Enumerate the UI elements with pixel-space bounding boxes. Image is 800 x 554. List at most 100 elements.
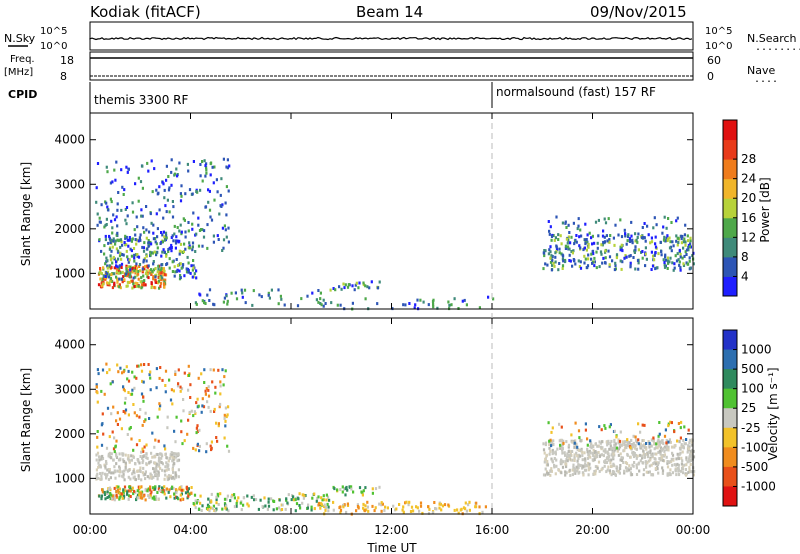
echo-cell bbox=[278, 506, 281, 510]
echo-cell bbox=[618, 439, 622, 443]
echo-cell bbox=[212, 240, 215, 244]
echo-cell bbox=[336, 303, 339, 307]
echo-cell bbox=[600, 243, 603, 247]
echo-cell bbox=[149, 494, 152, 498]
echo-cell bbox=[592, 445, 595, 449]
echo-cell bbox=[133, 386, 136, 390]
echo-cell bbox=[336, 488, 339, 492]
echo-cell bbox=[577, 453, 580, 457]
echo-cell bbox=[151, 431, 154, 435]
echo-cell bbox=[195, 501, 198, 505]
echo-cell bbox=[115, 270, 119, 274]
colorbar-tick-label: 16 bbox=[741, 211, 756, 225]
echo-cell bbox=[211, 380, 214, 384]
echo-cell bbox=[680, 420, 683, 424]
echo-cell bbox=[125, 243, 128, 247]
echo-cell bbox=[552, 234, 555, 237]
echo-cell bbox=[604, 426, 607, 430]
echo-cell bbox=[109, 476, 112, 480]
echo-cell bbox=[223, 497, 227, 501]
echo-cell bbox=[140, 208, 143, 212]
echo-cell bbox=[572, 439, 575, 443]
echo-cell bbox=[192, 414, 195, 418]
echo-cell bbox=[222, 383, 225, 387]
echo-cell bbox=[678, 446, 682, 450]
echo-cell bbox=[141, 471, 144, 475]
echo-cell bbox=[209, 368, 212, 372]
echo-cell bbox=[218, 212, 221, 216]
cpid-label: CPID bbox=[8, 88, 37, 101]
colorbar-swatch bbox=[723, 427, 737, 448]
echo-cell bbox=[565, 440, 568, 444]
echo-cell bbox=[127, 497, 130, 501]
echo-cell bbox=[658, 457, 661, 461]
echo-cell bbox=[631, 241, 634, 245]
echo-cell bbox=[574, 439, 577, 443]
echo-cell bbox=[225, 185, 228, 189]
echo-cell bbox=[646, 455, 650, 459]
echo-cell bbox=[127, 454, 130, 458]
echo-cell bbox=[294, 509, 297, 513]
echo-cell bbox=[140, 485, 143, 489]
echo-cell bbox=[100, 443, 104, 447]
echo-cell bbox=[211, 506, 214, 510]
echo-cell bbox=[137, 239, 140, 243]
echo-cell bbox=[173, 429, 176, 433]
echo-cell bbox=[224, 424, 227, 428]
echo-cell bbox=[223, 375, 226, 379]
echo-cell bbox=[598, 469, 601, 473]
echo-cell bbox=[106, 264, 109, 268]
colorbar-swatch bbox=[723, 330, 737, 351]
echo-cell bbox=[685, 253, 688, 256]
echo-cell bbox=[110, 200, 113, 204]
echo-cell bbox=[677, 241, 680, 244]
echo-cell bbox=[590, 252, 593, 256]
echo-cell bbox=[250, 495, 253, 499]
echo-cell bbox=[636, 259, 640, 262]
echo-cell bbox=[176, 452, 180, 456]
echo-cell bbox=[676, 243, 679, 247]
echo-cell bbox=[618, 442, 622, 446]
echo-cell bbox=[214, 391, 217, 395]
echo-cell bbox=[154, 240, 157, 244]
echo-cell bbox=[199, 293, 202, 297]
echo-cell bbox=[284, 507, 287, 511]
echo-cell bbox=[195, 302, 198, 306]
echo-cell bbox=[612, 236, 615, 240]
echo-cell bbox=[136, 469, 139, 473]
echo-cell bbox=[215, 421, 218, 425]
echo-cell bbox=[170, 243, 173, 247]
echo-cell bbox=[573, 445, 576, 449]
echo-cell bbox=[634, 232, 637, 236]
echo-cell bbox=[179, 262, 182, 266]
echo-cell bbox=[140, 450, 143, 454]
echo-cell bbox=[361, 493, 364, 497]
echo-cell bbox=[187, 374, 191, 377]
echo-cell bbox=[184, 230, 187, 234]
echo-cell bbox=[179, 199, 183, 203]
echo-cell bbox=[542, 448, 546, 452]
echo-cell bbox=[414, 303, 417, 307]
echo-cell bbox=[223, 296, 226, 300]
echo-cell bbox=[324, 302, 327, 305]
echo-cell bbox=[629, 467, 632, 471]
echo-cell bbox=[163, 477, 166, 481]
echo-cell bbox=[172, 463, 175, 467]
echo-cell bbox=[567, 443, 571, 447]
echo-cell bbox=[650, 268, 653, 271]
echo-cell bbox=[165, 461, 168, 465]
echo-cell bbox=[133, 267, 136, 271]
echo-cell bbox=[201, 397, 204, 401]
echo-cell bbox=[222, 157, 225, 161]
echo-cell bbox=[672, 458, 675, 462]
echo-cell bbox=[110, 412, 113, 416]
echo-cell bbox=[95, 476, 98, 480]
echo-cell bbox=[637, 462, 640, 466]
echo-cell bbox=[559, 234, 562, 238]
echo-cell bbox=[671, 240, 674, 244]
echo-cell bbox=[165, 487, 168, 491]
echo-cell bbox=[162, 182, 165, 186]
echo-cell bbox=[641, 256, 644, 260]
echo-cell bbox=[142, 283, 145, 287]
echo-cell bbox=[586, 456, 590, 460]
